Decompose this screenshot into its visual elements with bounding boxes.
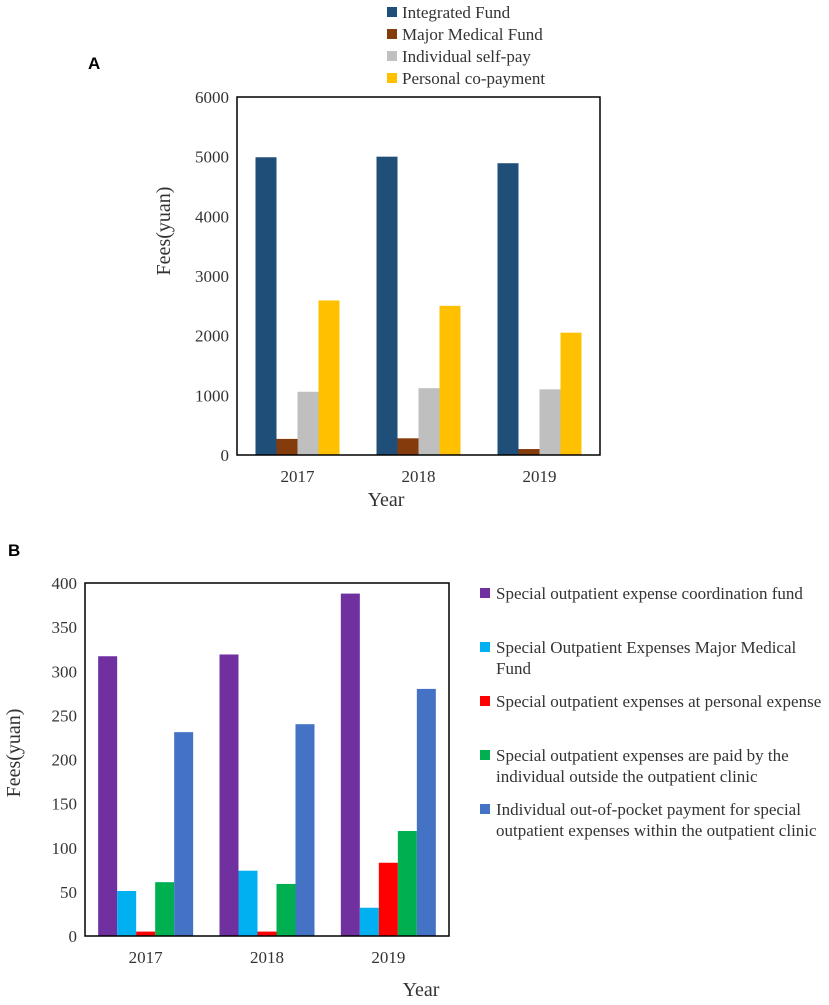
bar-special-outpatient-expenses-at-personal-expense <box>136 931 156 936</box>
legend-label: Special outpatient expense coordination … <box>496 584 803 603</box>
chart-panel-b: B 0 50 100 150 200 250 300 350 400 2017 2018 2019 Yea… <box>3 541 821 1001</box>
legend-label: Integrated Fund <box>402 3 511 22</box>
bar-special-outpatient-expense-coordination-fund <box>219 654 239 936</box>
legend-label-line: individual outside the outpatient clinic <box>496 767 758 786</box>
legend-label: Personal co-payment <box>402 69 545 88</box>
legend-label: Individual out-of-pocket payment for spe… <box>496 800 817 840</box>
bar-special-outpatient-expense-coordination-fund <box>98 656 118 936</box>
panel-label: A <box>88 54 100 73</box>
bar-major-medical-fund <box>518 449 540 455</box>
y-tick-label: 250 <box>52 706 78 725</box>
y-tick-label: 150 <box>52 795 78 814</box>
bar-special-outpatient-expenses-major-medical-fund <box>117 890 137 936</box>
bar-individual-self-pay <box>539 389 561 455</box>
chart-panel-a: A 0 1000 2000 3000 4000 5000 6000 2017 2018 2019 Ye… <box>88 3 601 511</box>
x-tick-label: 2017 <box>281 467 316 486</box>
legend-label-line: Individual out-of-pocket payment for spe… <box>496 800 801 819</box>
y-tick-label: 300 <box>52 662 78 681</box>
legend-swatch <box>387 51 397 61</box>
y-tick-label: 3000 <box>195 267 229 286</box>
bar-special-outpatient-expenses-are-paid-by-the-individual-outside-the-outpatient-clinic <box>397 830 417 936</box>
y-tick-label: 1000 <box>195 386 229 405</box>
x-tick-label: 2019 <box>523 467 557 486</box>
y-tick-label: 400 <box>52 574 78 593</box>
bar-special-outpatient-expenses-at-personal-expense <box>378 862 398 936</box>
bar-individual-out-of-pocket-payment-for-special-outpatient-expenses-within-the-outpatient-clinic <box>416 688 436 936</box>
bar-personal-co-payment <box>318 300 340 455</box>
y-tick-label: 350 <box>52 618 78 637</box>
bar-integrated-fund <box>376 156 398 455</box>
bar-personal-co-payment <box>439 305 461 455</box>
legend: Special outpatient expense coordination … <box>480 584 821 840</box>
y-tick-label: 5000 <box>195 148 229 167</box>
y-tick-label: 6000 <box>195 88 229 107</box>
bar-special-outpatient-expenses-at-personal-expense <box>257 931 277 936</box>
legend-swatch <box>480 750 490 760</box>
plot-frame <box>236 96 601 456</box>
x-axis-title: Year <box>403 979 440 1001</box>
y-tick-label: 2000 <box>195 327 229 346</box>
bar-special-outpatient-expenses-are-paid-by-the-individual-outside-the-outpatient-clinic <box>276 883 296 936</box>
legend-swatch <box>387 73 397 83</box>
bar-individual-out-of-pocket-payment-for-special-outpatient-expenses-within-the-outpatient-clinic <box>295 724 315 936</box>
plot-frame <box>84 582 450 937</box>
bar-personal-co-payment <box>560 332 582 455</box>
legend-label: Special outpatient expenses are paid by … <box>496 746 789 786</box>
legend-label-line: Special outpatient expense coordination … <box>496 584 803 603</box>
y-tick-label: 100 <box>52 839 78 858</box>
legend-label: Individual self-pay <box>402 47 531 66</box>
x-axis-title: Year <box>368 489 405 511</box>
bar-major-medical-fund <box>397 438 419 455</box>
legend-label-line: outpatient expenses within the outpatien… <box>496 821 817 840</box>
bar-individual-self-pay <box>297 391 319 455</box>
bar-special-outpatient-expenses-major-medical-fund <box>238 870 258 936</box>
bar-special-outpatient-expenses-are-paid-by-the-individual-outside-the-outpatient-clinic <box>155 882 175 936</box>
legend: Integrated Fund Major Medical Fund Individ… <box>387 3 545 88</box>
bar-individual-self-pay <box>418 388 440 455</box>
x-tick-label: 2017 <box>129 948 164 967</box>
x-tick-label: 2019 <box>371 948 405 967</box>
y-tick-label: 4000 <box>195 207 229 226</box>
legend-swatch <box>480 804 490 814</box>
legend-label-line: Fund <box>496 659 531 678</box>
legend-label-line: Special Outpatient Expenses Major Medica… <box>496 638 797 657</box>
bar-special-outpatient-expense-coordination-fund <box>340 593 360 936</box>
bar-integrated-fund <box>255 157 277 455</box>
bar-major-medical-fund <box>276 438 298 455</box>
y-axis-title: Fees(yuan) <box>153 187 175 276</box>
bar-special-outpatient-expenses-major-medical-fund <box>359 907 379 936</box>
x-tick-label: 2018 <box>402 467 436 486</box>
legend-swatch <box>387 29 397 39</box>
legend-swatch <box>387 7 397 17</box>
panel-label: B <box>8 541 20 560</box>
legend-label: Major Medical Fund <box>402 25 543 44</box>
bar-integrated-fund <box>497 163 519 456</box>
legend-swatch <box>480 588 490 598</box>
x-tick-label: 2018 <box>250 948 284 967</box>
y-tick-label: 0 <box>221 446 230 465</box>
y-tick-label: 0 <box>69 927 78 946</box>
legend-label-line: Special outpatient expenses at personal … <box>496 692 821 711</box>
y-tick-label: 50 <box>60 883 77 902</box>
y-tick-label: 200 <box>52 751 78 770</box>
legend-label: Special outpatient expenses at personal … <box>496 692 821 711</box>
legend-label: Special Outpatient Expenses Major Medica… <box>496 638 797 678</box>
legend-swatch <box>480 642 490 652</box>
y-axis-title: Fees(yuan) <box>3 709 25 798</box>
bar-individual-out-of-pocket-payment-for-special-outpatient-expenses-within-the-outpatient-clinic <box>174 732 194 936</box>
legend-label-line: Special outpatient expenses are paid by … <box>496 746 789 765</box>
legend-swatch <box>480 696 490 706</box>
